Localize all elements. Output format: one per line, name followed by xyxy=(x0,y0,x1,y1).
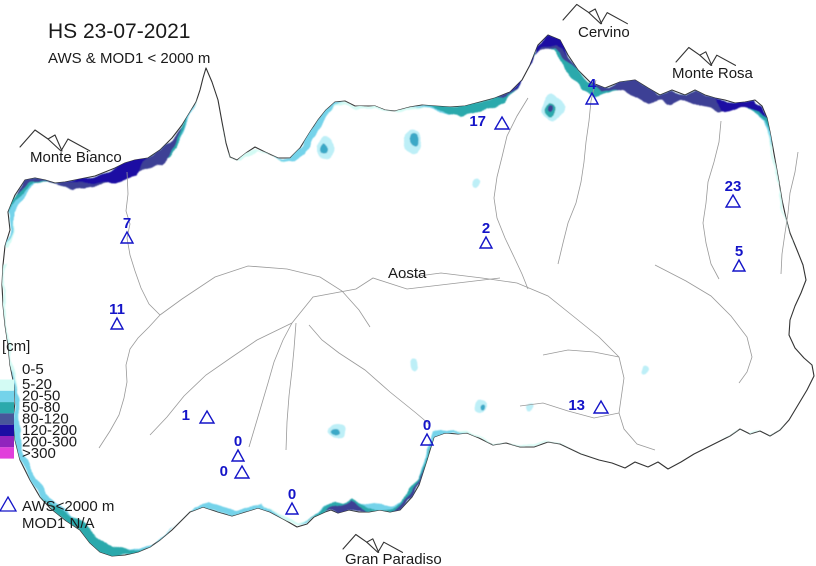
svg-text:Aosta: Aosta xyxy=(388,265,427,282)
svg-text:[cm]: [cm] xyxy=(2,338,30,355)
svg-text:Gran Paradiso: Gran Paradiso xyxy=(345,551,442,566)
svg-text:0: 0 xyxy=(234,433,242,450)
svg-text:0: 0 xyxy=(288,486,296,503)
svg-text:5: 5 xyxy=(735,243,743,260)
svg-text:0: 0 xyxy=(220,463,228,480)
svg-text:Monte Rosa: Monte Rosa xyxy=(672,65,754,82)
svg-text:Cervino: Cervino xyxy=(578,24,630,41)
svg-text:11: 11 xyxy=(109,301,125,318)
svg-text:13: 13 xyxy=(568,397,585,414)
svg-text:4: 4 xyxy=(588,76,597,93)
svg-text:23: 23 xyxy=(725,178,742,195)
svg-text:7: 7 xyxy=(123,215,131,232)
svg-text:2: 2 xyxy=(482,220,490,237)
svg-text:0: 0 xyxy=(423,417,431,434)
svg-text:1: 1 xyxy=(182,407,190,424)
svg-text:17: 17 xyxy=(469,113,486,130)
svg-text:>300: >300 xyxy=(22,445,56,462)
svg-text:Monte Bianco: Monte Bianco xyxy=(30,149,122,166)
svg-text:AWS<2000 m: AWS<2000 m xyxy=(22,498,114,515)
svg-text:MOD1 N/A: MOD1 N/A xyxy=(22,515,95,532)
